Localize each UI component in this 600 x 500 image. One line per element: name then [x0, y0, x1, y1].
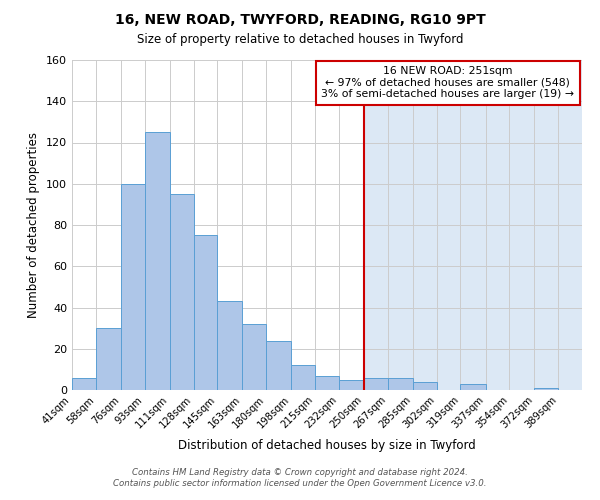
Bar: [535, 388, 558, 390]
Bar: [96, 328, 121, 390]
Bar: [72, 378, 96, 390]
Bar: [217, 302, 242, 390]
Bar: [364, 60, 582, 390]
Bar: [242, 324, 266, 390]
Text: Contains HM Land Registry data © Crown copyright and database right 2024.
Contai: Contains HM Land Registry data © Crown c…: [113, 468, 487, 487]
Bar: [460, 384, 485, 390]
Bar: [388, 378, 413, 390]
Bar: [364, 378, 388, 390]
Bar: [194, 236, 217, 390]
Bar: [266, 340, 292, 390]
Bar: [339, 380, 364, 390]
X-axis label: Distribution of detached houses by size in Twyford: Distribution of detached houses by size …: [178, 439, 476, 452]
Bar: [145, 132, 170, 390]
Bar: [292, 365, 315, 390]
Text: 16, NEW ROAD, TWYFORD, READING, RG10 9PT: 16, NEW ROAD, TWYFORD, READING, RG10 9PT: [115, 12, 485, 26]
Text: Size of property relative to detached houses in Twyford: Size of property relative to detached ho…: [137, 32, 463, 46]
Bar: [413, 382, 437, 390]
Bar: [121, 184, 145, 390]
Bar: [170, 194, 194, 390]
Bar: [315, 376, 339, 390]
Y-axis label: Number of detached properties: Number of detached properties: [28, 132, 40, 318]
Text: 16 NEW ROAD: 251sqm
← 97% of detached houses are smaller (548)
3% of semi-detach: 16 NEW ROAD: 251sqm ← 97% of detached ho…: [322, 66, 574, 100]
